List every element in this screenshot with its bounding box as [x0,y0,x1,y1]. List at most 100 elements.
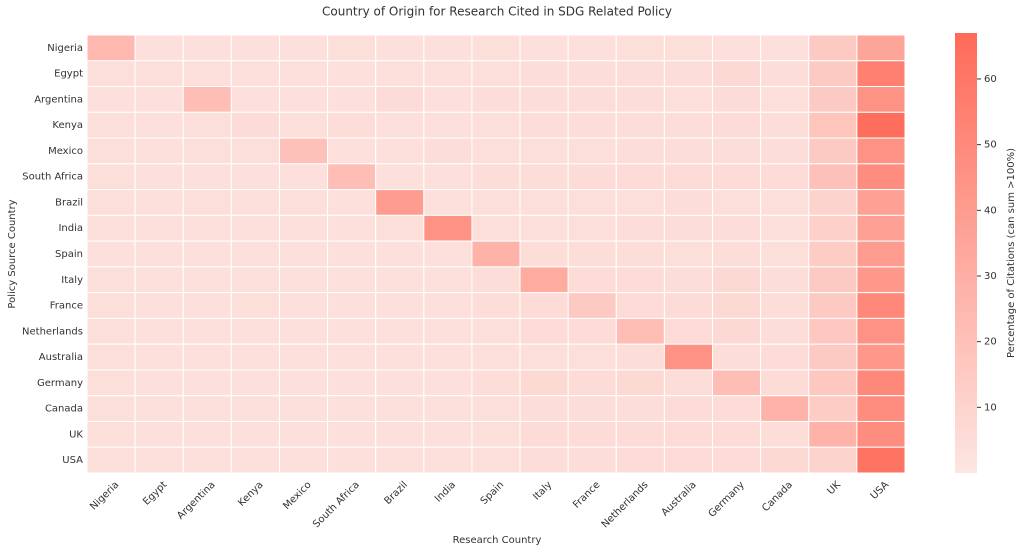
heatmap-cell [712,240,762,268]
heatmap-cell [278,111,329,139]
heatmap-cell [663,395,714,422]
heatmap-cell [327,446,377,474]
heatmap-cell [856,317,906,345]
heatmap-cell [134,420,184,448]
heatmap-cell [182,343,232,371]
heatmap-cell [86,163,136,191]
heatmap-cell [519,163,569,191]
heatmap-cell [86,343,136,371]
heatmap-cell [567,214,617,242]
colorbar-tick-label: 20 [984,337,997,348]
heatmap-cell [86,60,136,88]
heatmap-cell [567,343,617,371]
heatmap-cell [134,86,184,113]
heatmap-cell [86,86,136,113]
heatmap-cell [808,317,858,345]
heatmap-cell [760,317,810,345]
x-tick-label: Egypt [141,479,169,507]
heatmap-cell [230,395,280,422]
x-tick-label: South Africa [311,479,362,530]
heatmap-cell [760,292,810,319]
heatmap-cell [182,214,232,242]
heatmap-cell [808,446,858,474]
colorbar-title: Percentage of Citations (can sum >100%) [1006,148,1017,358]
x-tick-label: Australia [660,479,699,518]
heatmap-cell [327,240,377,268]
x-axis-title: Research Country [453,535,542,546]
heatmap-cell [471,420,521,448]
heatmap-cell [808,343,858,371]
heatmap-cell [856,60,906,88]
heatmap-cell [712,86,762,113]
heatmap-cell [663,240,714,268]
heatmap-cell [278,292,329,319]
heatmap-cell [182,446,232,474]
heatmap-cell [278,395,329,422]
heatmap-cell [856,214,906,242]
y-tick-label: Canada [45,404,83,415]
heatmap-cell [615,317,665,345]
heatmap-cell [760,189,810,216]
heatmap-cell [182,137,232,165]
heatmap-cell [182,163,232,191]
heatmap-cell [760,137,810,165]
heatmap-cell [86,266,136,294]
heatmap-cell [278,343,329,371]
heatmap-cell [567,292,617,319]
heatmap-cell [134,343,184,371]
heatmap-cell [375,292,425,319]
heatmap-cell [567,369,617,397]
heatmap-cell [808,395,858,422]
heatmap-cell [856,395,906,422]
heatmap-cell [808,369,858,397]
heatmap-cell [471,292,521,319]
heatmap-cell [567,137,617,165]
heatmap-cell [760,86,810,113]
heatmap-cell [712,163,762,191]
heatmap-cell [327,111,377,139]
heatmap-cell [567,240,617,268]
heatmap-cell [615,446,665,474]
y-tick-label: South Africa [22,172,83,183]
heatmap-cell [423,343,473,371]
y-tick-label: France [50,301,83,312]
heatmap-cell [327,317,377,345]
heatmap-cell [230,86,280,113]
heatmap-cell [230,163,280,191]
heatmap-cell [182,266,232,294]
heatmap-cell [519,446,569,474]
heatmap-cell [856,189,906,216]
heatmap-cell [615,395,665,422]
heatmap-cell [230,240,280,268]
y-tick-label: UK [69,429,83,440]
heatmap-cell [423,446,473,474]
heatmap-cell [423,60,473,88]
heatmap-cell [134,111,184,139]
heatmap-cell [86,446,136,474]
heatmap-cell [856,446,906,474]
heatmap-cell [278,34,329,62]
heatmap-cell [375,446,425,474]
x-tick-label: India [433,479,458,504]
heatmap-cell [663,343,714,371]
heatmap-cell [856,34,906,62]
heatmap-cell [856,266,906,294]
heatmap-cell [134,189,184,216]
heatmap-cell [471,111,521,139]
heatmap-cell [327,292,377,319]
heatmap-cell [663,189,714,216]
heatmap-cell [86,395,136,422]
heatmap-cell [278,86,329,113]
heatmap-cell [471,446,521,474]
heatmap-cell [615,86,665,113]
heatmap-cell [808,163,858,191]
heatmap-cell [567,395,617,422]
heatmap-cell [808,60,858,88]
heatmap-cell [86,34,136,62]
heatmap-cell [375,420,425,448]
heatmap-cell [663,111,714,139]
heatmap-cell [663,317,714,345]
heatmap-cell [471,34,521,62]
heatmap-cell [615,420,665,448]
heatmap-cell [182,189,232,216]
